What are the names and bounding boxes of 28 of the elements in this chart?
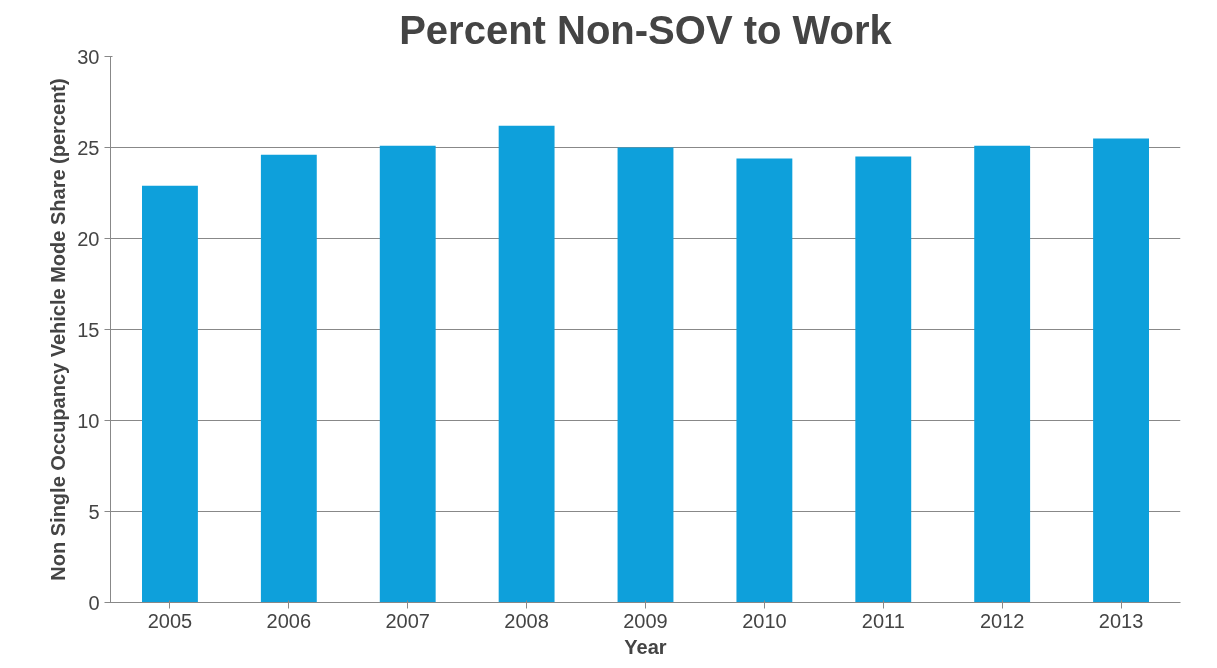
y-axis-title: Non Single Occupancy Vehicle Mode Share (percent) <box>47 78 70 581</box>
y-tick-label: 30 <box>77 45 100 68</box>
x-tick-label: 2011 <box>861 609 905 632</box>
x-tick-label: 2013 <box>1098 609 1144 632</box>
bar <box>974 145 1031 603</box>
chart-title: Percent Non-SOV to Work <box>399 7 893 52</box>
x-tick-label: 2012 <box>979 609 1025 632</box>
x-tick-label: 2006 <box>266 609 312 632</box>
x-tick-label: 2007 <box>385 609 430 632</box>
bar <box>142 185 198 603</box>
x-tick-label: 2009 <box>623 609 668 632</box>
bar <box>260 154 317 603</box>
y-tick-label: 20 <box>77 227 100 250</box>
bar <box>1093 138 1149 603</box>
bar <box>736 158 793 603</box>
bar <box>617 147 674 603</box>
x-axis-title: Year <box>624 635 667 658</box>
y-tick-label: 25 <box>77 136 100 159</box>
bar <box>855 156 912 603</box>
x-tick-label: 2005 <box>147 609 193 632</box>
y-tick-label: 15 <box>77 318 100 341</box>
bar <box>498 125 555 603</box>
y-tick-label: 5 <box>88 500 100 523</box>
y-tick-label: 10 <box>77 409 100 432</box>
bar <box>379 145 436 603</box>
y-tick-label: 0 <box>88 591 100 614</box>
x-tick-label: 2010 <box>742 609 787 632</box>
x-tick-label: 2008 <box>504 609 549 632</box>
